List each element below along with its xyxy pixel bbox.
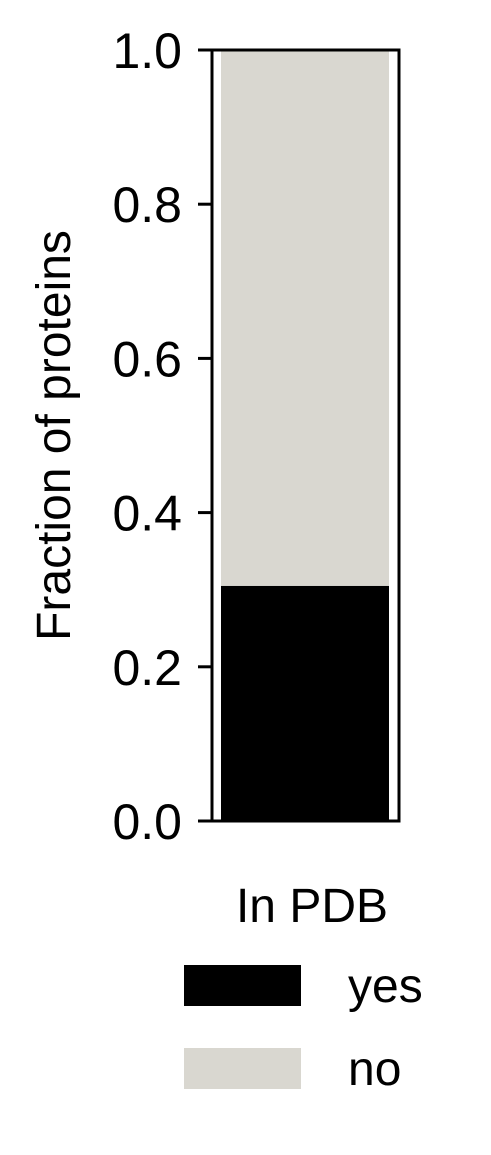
legend-title: In PDB (236, 880, 388, 933)
legend-label-no: no (348, 1043, 401, 1096)
legend: yes no (184, 960, 423, 1096)
y-tick-label: 0.8 (112, 177, 182, 233)
y-axis-title: Fraction of proteins (28, 230, 81, 641)
bar-segment-no (221, 50, 389, 586)
y-axis: 0.0 0.2 0.4 0.6 0.8 1.0 (112, 23, 212, 850)
y-tick-label: 1.0 (112, 23, 182, 79)
plot-frame (210, 48, 401, 823)
y-tick-label: 0.2 (112, 640, 182, 696)
y-tick-label: 0.0 (112, 794, 182, 850)
legend-label-yes: yes (348, 960, 423, 1013)
bar-segments (221, 50, 389, 821)
legend-swatch-no (184, 1048, 301, 1089)
legend-swatch-yes (184, 965, 301, 1006)
y-tick-label: 0.6 (112, 331, 182, 387)
y-tick-label: 0.4 (112, 486, 182, 542)
bar-segment-yes (221, 585, 389, 821)
